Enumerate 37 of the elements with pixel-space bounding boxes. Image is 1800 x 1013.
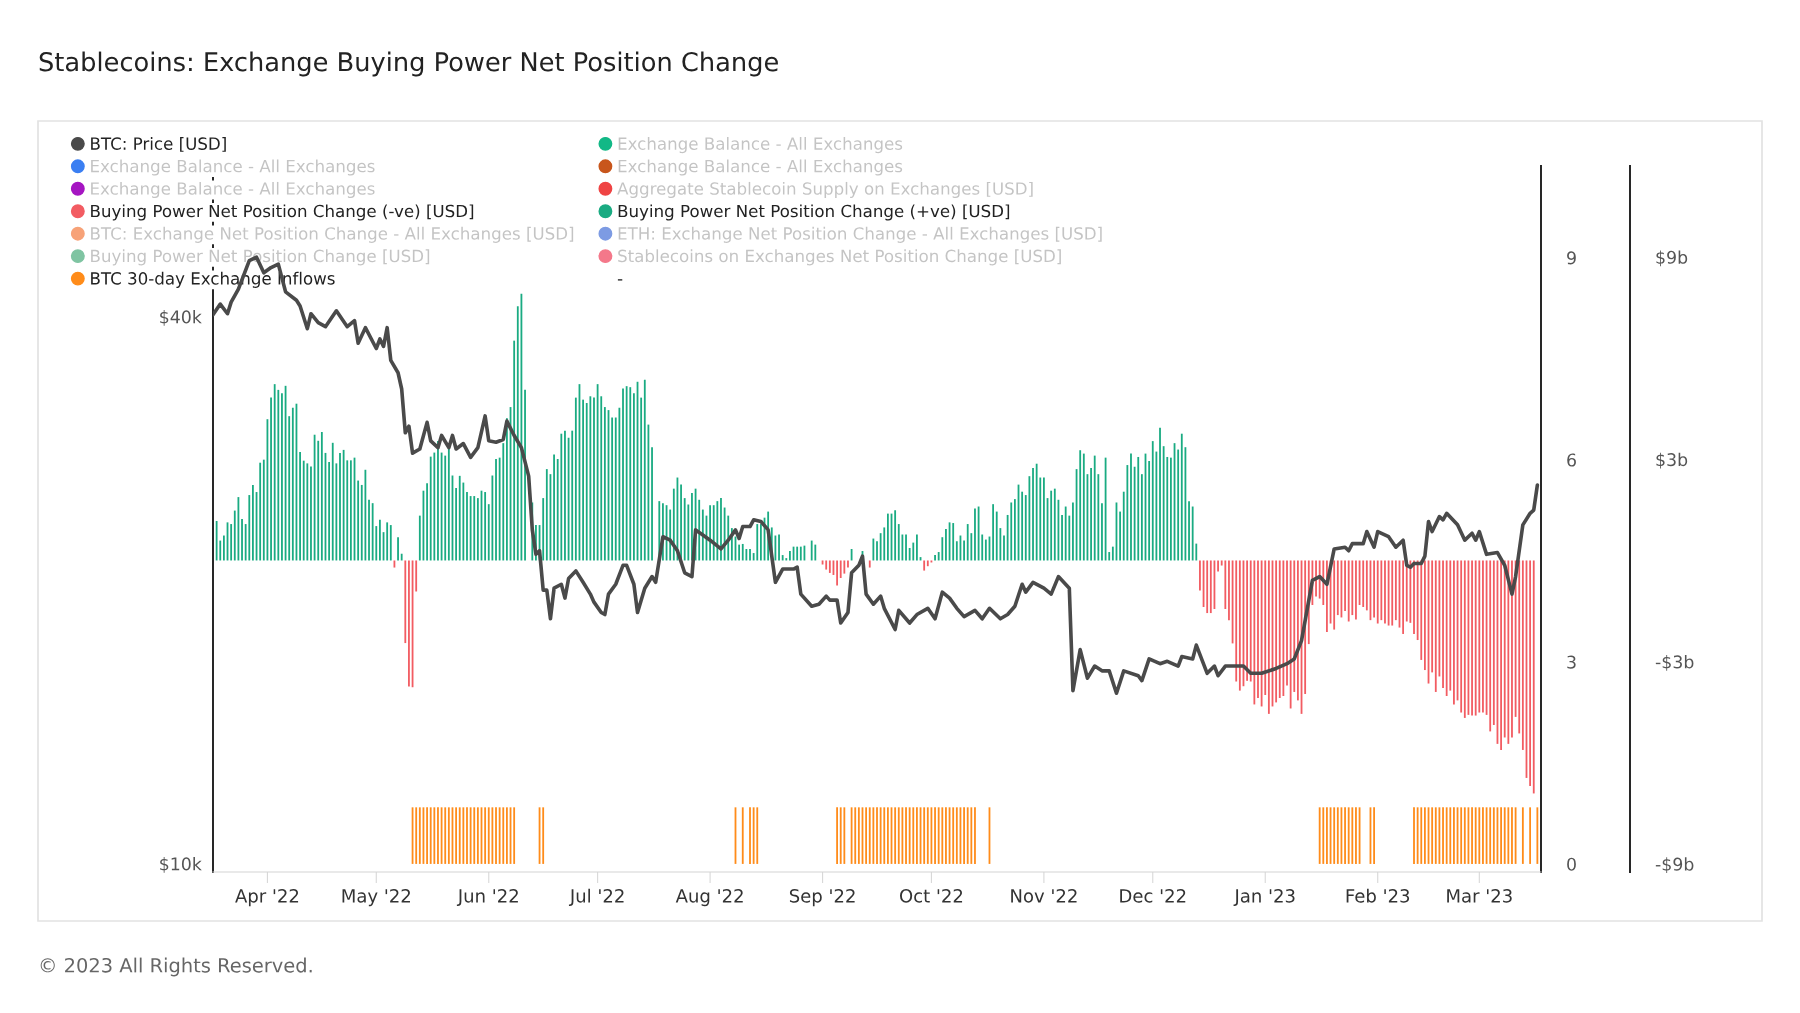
- x-tick-label: Apr '22: [235, 888, 299, 907]
- x-tick-label: Sep '22: [789, 888, 855, 907]
- x-tick-label: Dec '22: [1120, 888, 1186, 903]
- y-tick-label: $40k: [160, 310, 202, 326]
- x-tick-label: Jun '22: [456, 888, 518, 906]
- legend-label: Exchange Balance - All Exchanges: [91, 181, 375, 199]
- legend-label: Buying Power Net Position Change [USD]: [91, 249, 430, 266]
- legend-label: Aggregate Stablecoin Supply on Exchanges [USD]: [617, 181, 1033, 199]
- legend-label: Exchange Balance - All Exchanges: [618, 159, 903, 176]
- y2-tick-label: 9: [1567, 251, 1576, 265]
- legend-label: BTC: Exchange Net Position Change - All Exchanges [USD]: [91, 226, 574, 243]
- y2-tick-label: 3: [1567, 655, 1576, 669]
- legend-label: Buying Power Net Position Change (+ve) [USD]: [618, 204, 1010, 221]
- x-tick-label: Mar '23: [1447, 888, 1512, 903]
- y2-tick-label: 6: [1567, 453, 1576, 467]
- x-tick-label: Oct '22: [899, 888, 963, 903]
- x-tick-label: Nov '22: [1011, 888, 1077, 903]
- x-tick-label: Jul '22: [568, 888, 624, 906]
- x-tick-label: Aug '22: [675, 888, 743, 907]
- y3-tick-label: -$9b: [1655, 857, 1694, 874]
- chart-title: Stablecoins: Exchange Buying Power Net Position Change: [39, 51, 778, 77]
- legend-label: Exchange Balance - All Exchanges: [618, 137, 903, 154]
- y-tick-label: $10k: [160, 857, 202, 873]
- legend-label: Stablecoins on Exchanges Net Position Change [USD]: [618, 249, 1061, 266]
- legend-label: BTC: Price [USD]: [91, 137, 226, 152]
- legend-label: ETH: Exchange Net Position Change - All Exchanges [USD]: [618, 226, 1102, 243]
- x-tick-label: Jan '23: [1233, 888, 1295, 906]
- annotation: -: [617, 279, 623, 281]
- x-tick-label: May '22: [342, 888, 410, 907]
- y3-tick-label: $9b: [1656, 250, 1688, 267]
- y3-tick-label: $3b: [1656, 452, 1688, 469]
- y2-tick-label: 0: [1567, 857, 1576, 871]
- legend-label: Exchange Balance - All Exchanges: [91, 159, 375, 176]
- x-tick-label: Feb '23: [1346, 888, 1410, 903]
- text: © 2023 All Rights Reserved.: [40, 957, 312, 977]
- legend-label: Buying Power Net Position Change (-ve) [USD]: [91, 204, 474, 221]
- y3-tick-label: -$3b: [1655, 655, 1694, 671]
